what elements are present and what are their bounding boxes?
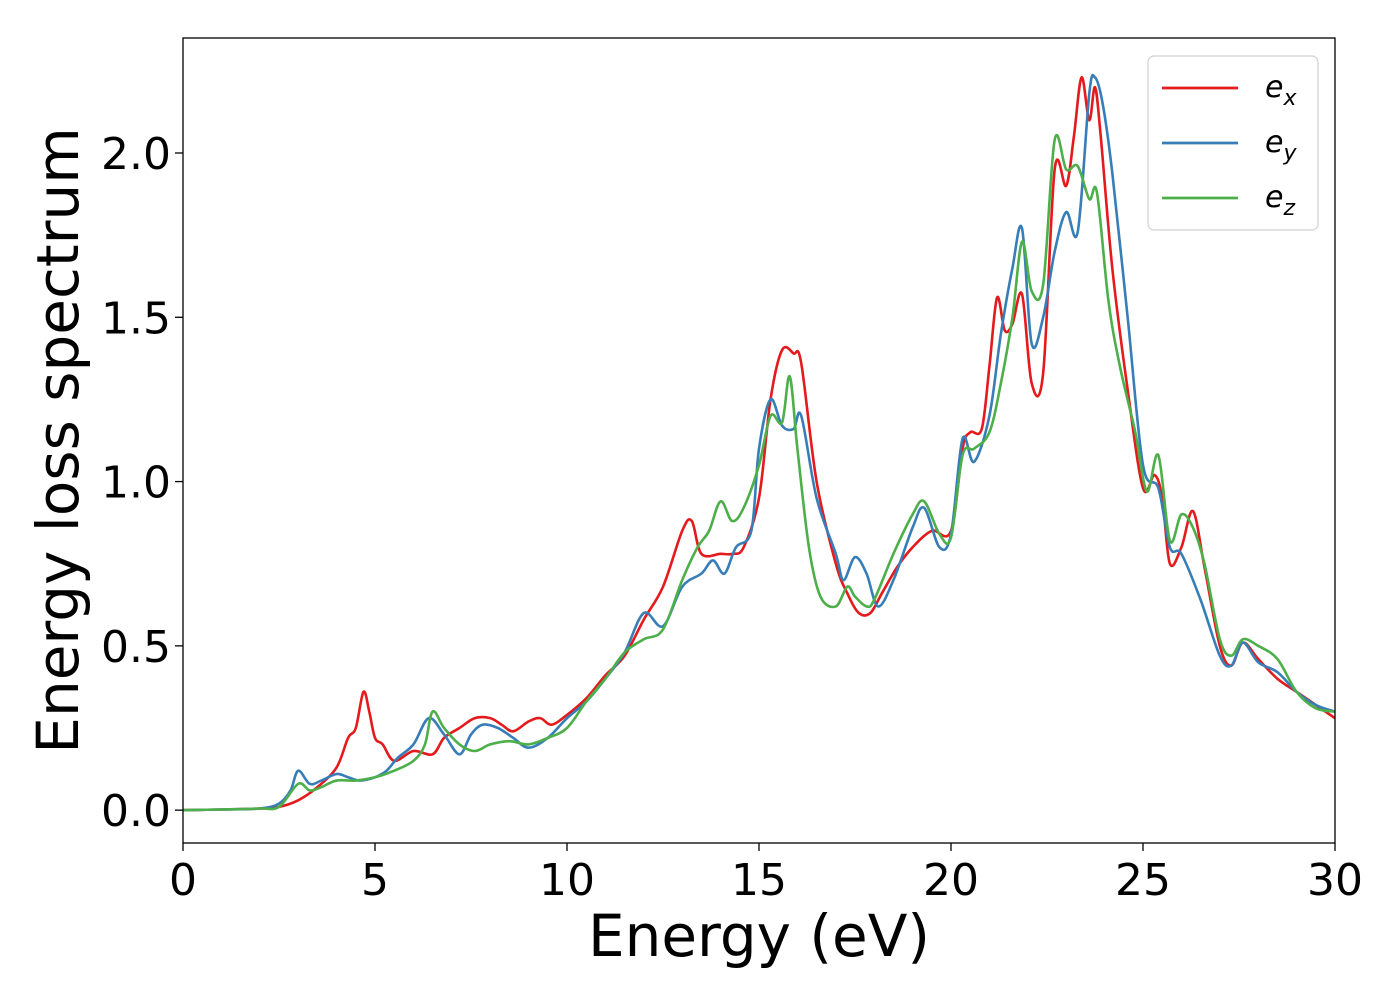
x-tick-label: 25 bbox=[1115, 855, 1171, 906]
x-tick-label: 10 bbox=[539, 855, 595, 906]
x-tick-label: 20 bbox=[923, 855, 979, 906]
y-tick-label: 1.0 bbox=[101, 458, 171, 509]
y-axis-title: Energy loss spectrum bbox=[24, 127, 92, 753]
series-line-y bbox=[183, 73, 1335, 812]
axis-ticks: 0 5 10 15 20 25 30 0.0 0.5 1.0 1.5 2.0 bbox=[101, 129, 1363, 906]
x-tick-label: 0 bbox=[169, 855, 197, 906]
x-axis-title: Energy (eV) bbox=[588, 902, 930, 970]
series-lines bbox=[183, 73, 1335, 812]
y-tick-label: 0.0 bbox=[101, 786, 171, 837]
y-tick-label: 1.5 bbox=[101, 293, 171, 344]
x-tick-label: 15 bbox=[731, 855, 787, 906]
y-tick-label: 0.5 bbox=[101, 622, 171, 673]
y-tick-label: 2.0 bbox=[101, 129, 171, 180]
x-tick-label: 30 bbox=[1307, 855, 1363, 906]
x-tick-label: 5 bbox=[361, 855, 389, 906]
series-line-z bbox=[183, 134, 1335, 812]
series-line-x bbox=[183, 76, 1335, 812]
legend-label-x: ex bbox=[1265, 70, 1297, 111]
